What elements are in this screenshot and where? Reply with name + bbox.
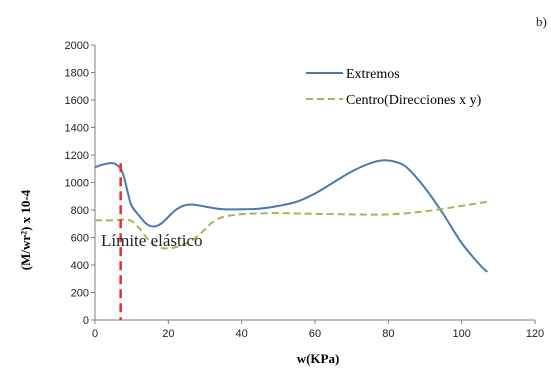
y-axis-title: (M/wr²) x 10-4 (18, 189, 33, 270)
x-ticks: 0 20 40 60 80 100 120 (92, 320, 544, 340)
x-tick-label: 0 (92, 328, 98, 340)
y-tick-label: 2000 (65, 40, 89, 52)
y-tick-label: 1000 (65, 178, 89, 190)
x-tick-label: 100 (452, 328, 470, 340)
y-axis: 0 200 400 600 800 1000 1200 1400 1600 1800 2000 (65, 40, 96, 327)
x-axis-title: w(KPa) (297, 351, 340, 366)
y-tick-label: 1400 (65, 123, 89, 135)
series-line-centro (94, 200, 488, 250)
y-tick-label: 1800 (65, 68, 89, 80)
x-tick-label: 80 (382, 328, 394, 340)
x-axis: 0 20 40 60 80 100 120 (92, 319, 544, 340)
panel-label: b) (536, 14, 547, 29)
x-tick-label: 40 (236, 328, 248, 340)
series-line-extremos (94, 159, 489, 273)
y-tick-label: 200 (71, 288, 89, 300)
annotation-layer: Límite elástico (101, 163, 203, 320)
y-ticks: 0 200 400 600 800 1000 1200 1400 1600 1800 2000 (65, 40, 95, 327)
y-tick-label: 0 (83, 315, 89, 327)
y-tick-label: 1200 (65, 150, 89, 162)
x-tick-label: 120 (526, 328, 544, 340)
legend-label-extremos: Extremos (346, 67, 400, 82)
y-tick-label: 400 (71, 260, 89, 272)
y-tick-label: 1600 (65, 95, 89, 107)
y-tick-label: 800 (71, 205, 89, 217)
series-layer (94, 159, 489, 273)
legend-label-centro: Centro(Direcciones x y) (346, 93, 482, 108)
y-tick-label: 600 (71, 233, 89, 245)
elastic-limit-label: Límite elástico (101, 231, 203, 250)
x-tick-label: 20 (162, 328, 174, 340)
x-tick-label: 60 (309, 328, 321, 340)
legend: Extremos Centro(Direcciones x y) (306, 67, 482, 108)
